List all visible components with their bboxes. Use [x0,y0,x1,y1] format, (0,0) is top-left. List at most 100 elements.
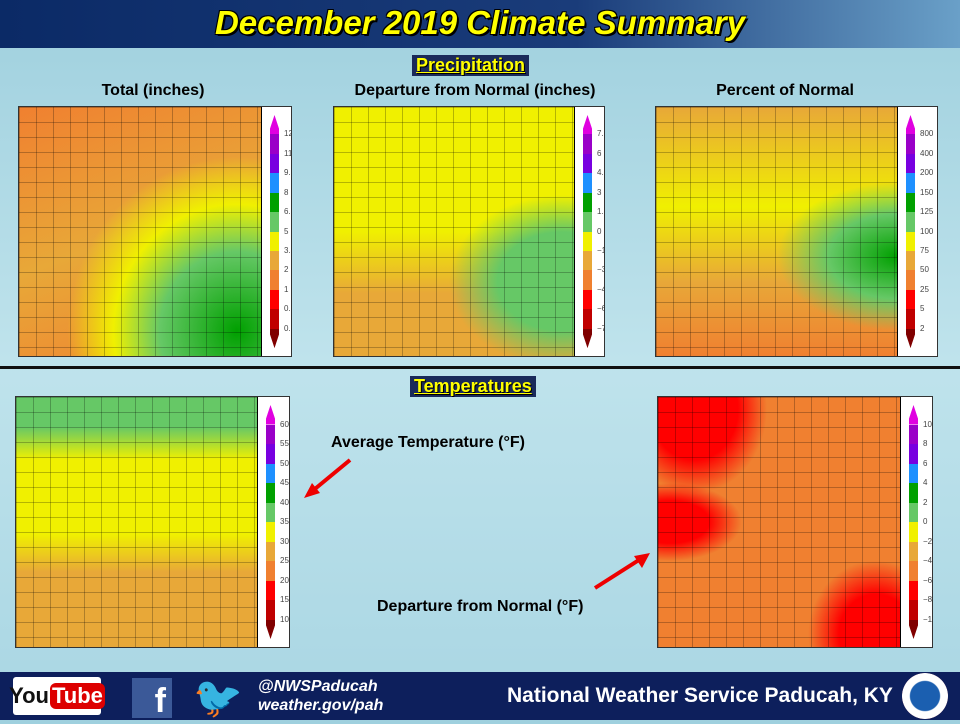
legend-swatch [583,250,592,271]
legend-tick-label: 55 [280,439,289,448]
legend-tick-label: 0 [597,226,602,236]
legend-tick-label: 8 [923,439,928,448]
precip-departure-label: Departure from Normal (inches) [354,82,596,99]
legend-tick-label: 2 [923,497,928,507]
legend-tick-label: 25 [280,556,289,565]
legend-colorbar [583,115,592,349]
header-bar [0,0,960,48]
legend-swatch [270,192,279,213]
legend-swatch [909,522,918,542]
legend-tick-label: 0 [923,517,928,526]
legend-swatch [583,134,592,154]
legend-tick-label: 75 [920,245,929,255]
legend-swatch [906,289,915,310]
legend-swatch [583,115,592,135]
youtube-icon[interactable]: You Tube [9,677,105,715]
legend-swatch [909,600,918,620]
legend-tick-label: 100 [920,226,934,236]
legend-swatch [906,115,915,135]
legend-colorbar [270,115,279,349]
legend-tick-label: 15 [280,595,289,604]
legend: 800 400 200 150 125 100 75 50 25 5 2 [897,107,937,356]
legend-swatch [266,600,275,620]
legend-tick-label: 20 [280,575,289,585]
legend-tick-label: 6.5 [284,207,291,217]
legend-tick-label: −4.5 [597,284,604,294]
legend-swatch [270,134,279,154]
legend-tick-label: 2 [284,265,289,275]
legend-swatch [909,502,918,522]
legend-swatch [906,173,915,193]
legend-tick-label: 11 [284,148,292,158]
arrow-icon [304,458,352,498]
legend-swatch [906,192,915,213]
legend-swatch [583,231,592,251]
legend-swatch [909,580,918,600]
legend-swatch [906,134,915,154]
legend-tick-label: 50 [280,458,289,468]
legend-tick-label: 12.5 [284,129,291,139]
legend-swatch [909,541,918,561]
website-link[interactable]: weather.gov/pah [258,697,384,714]
legend-swatch [266,541,275,561]
legend-tick-label: 6 [597,148,602,158]
legend-swatch [266,483,275,503]
legend-tick-label: 45 [280,478,289,487]
legend-swatch [270,250,279,271]
office-name: National Weather Service Paducah, KY [507,684,893,707]
legend-swatch [906,250,915,271]
legend-tick-label: 4 [923,478,928,487]
total-precip-label: Total (inches) [101,82,205,99]
legend-tick-label: 30 [280,536,289,546]
legend-swatch [266,444,275,464]
legend-colorbar [906,115,915,349]
facebook-icon[interactable]: f [132,678,172,720]
legend-tick-label: 9.5 [284,168,291,178]
legend-swatch [266,561,275,581]
legend-swatch [583,192,592,213]
legend-tick-label: 40 [280,497,289,507]
legend-swatch [270,289,279,310]
legend-tick-label: 25 [920,284,929,294]
page-title: December 2019 Climate Summary [214,4,746,41]
precip-departure-map: 7.5 6 4.5 3 1.5 0 −1.5 −3 −4.5 −6 −7.5 [333,106,605,357]
legend-tick-label: 400 [920,148,934,158]
legend-swatch [906,153,915,174]
legend-swatch [270,328,279,349]
legend-swatch [906,328,915,349]
legend-swatch [266,522,275,542]
legend-swatch [266,502,275,522]
temperatures-heading: Temperatures [410,376,536,397]
legend-tick-label: 10 [280,614,289,624]
legend-swatch [270,309,279,329]
legend-tick-label: −4 [923,556,933,565]
average-temp-label: Average Temperature (°F) [331,434,526,451]
average-temp-map: 60 55 50 45 40 35 30 25 20 15 10 [15,396,290,648]
legend-swatch [266,424,275,444]
legend-swatch [583,173,592,193]
legend: 7.5 6 4.5 3 1.5 0 −1.5 −3 −4.5 −6 −7.5 [574,107,604,356]
social-handle: @NWSPaducah [258,678,378,695]
legend-tick-label: 200 [920,168,934,178]
legend-tick-label: −6 [923,575,933,585]
legend-tick-label: 6 [923,458,928,468]
legend-swatch [909,463,918,483]
legend-tick-label: −7.5 [597,323,604,333]
legend-tick-label: 3.5 [284,245,291,255]
legend-swatch [266,405,275,425]
legend-swatch [270,115,279,135]
legend-swatch [583,309,592,329]
legend-swatch [266,580,275,600]
legend-tick-label: 2 [920,323,925,333]
legend-tick-label: 0.1 [284,323,291,333]
legend-swatch [909,444,918,464]
legend-tick-label: 7.5 [597,129,604,139]
legend-swatch [909,424,918,444]
percent-normal-label: Percent of Normal [716,82,854,99]
total-precip-map: 12.5 11 9.5 8 6.5 5 3.5 2 1 0.5 0.1 [18,106,292,357]
legend-tick-label: −1.5 [597,245,604,255]
twitter-icon[interactable]: 🐦 [193,676,243,720]
legend-tick-label: 3 [597,187,602,197]
precipitation-heading: Precipitation [412,55,530,76]
legend-swatch [270,153,279,174]
